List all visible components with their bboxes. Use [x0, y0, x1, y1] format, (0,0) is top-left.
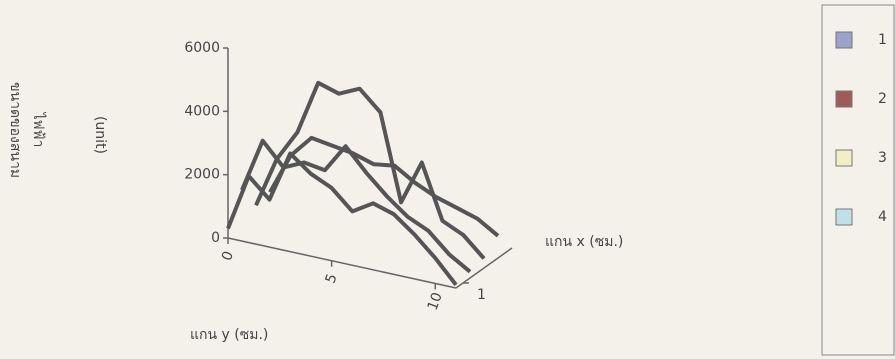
depth-axis-title: แกน x (ซม.): [545, 234, 623, 250]
legend-label: 3: [878, 150, 887, 166]
y-tick-label: 0: [211, 230, 220, 246]
series-line: [240, 138, 472, 274]
y-axis-unit: (unit): [92, 116, 108, 154]
depth-tick-label: 1: [477, 287, 486, 303]
series-line: [226, 151, 458, 287]
legend-box: [821, 4, 895, 356]
legend-swatch: [835, 208, 853, 226]
legend-label: 4: [878, 209, 887, 225]
depth-axis: [455, 247, 513, 289]
legend-swatch: [835, 90, 853, 108]
x-axis-title: แกน y (ซม.): [190, 327, 268, 343]
series-line: [254, 80, 486, 260]
series-line: [268, 135, 500, 238]
legend-label: 1: [878, 32, 887, 48]
legend-swatch: [835, 149, 853, 167]
x-tick-label: 10: [425, 290, 446, 312]
y-tick-label: 4000: [184, 103, 220, 119]
legend-label: 2: [878, 91, 887, 107]
x-axis: [227, 237, 457, 289]
y-axis-title: ขนาดของสนาม: [7, 82, 23, 178]
y-axis-title: ไฟฟ้า: [30, 112, 47, 148]
y-tick-label: 6000: [184, 40, 220, 56]
y-tick-label: 2000: [184, 167, 220, 183]
legend-swatch: [835, 31, 853, 49]
